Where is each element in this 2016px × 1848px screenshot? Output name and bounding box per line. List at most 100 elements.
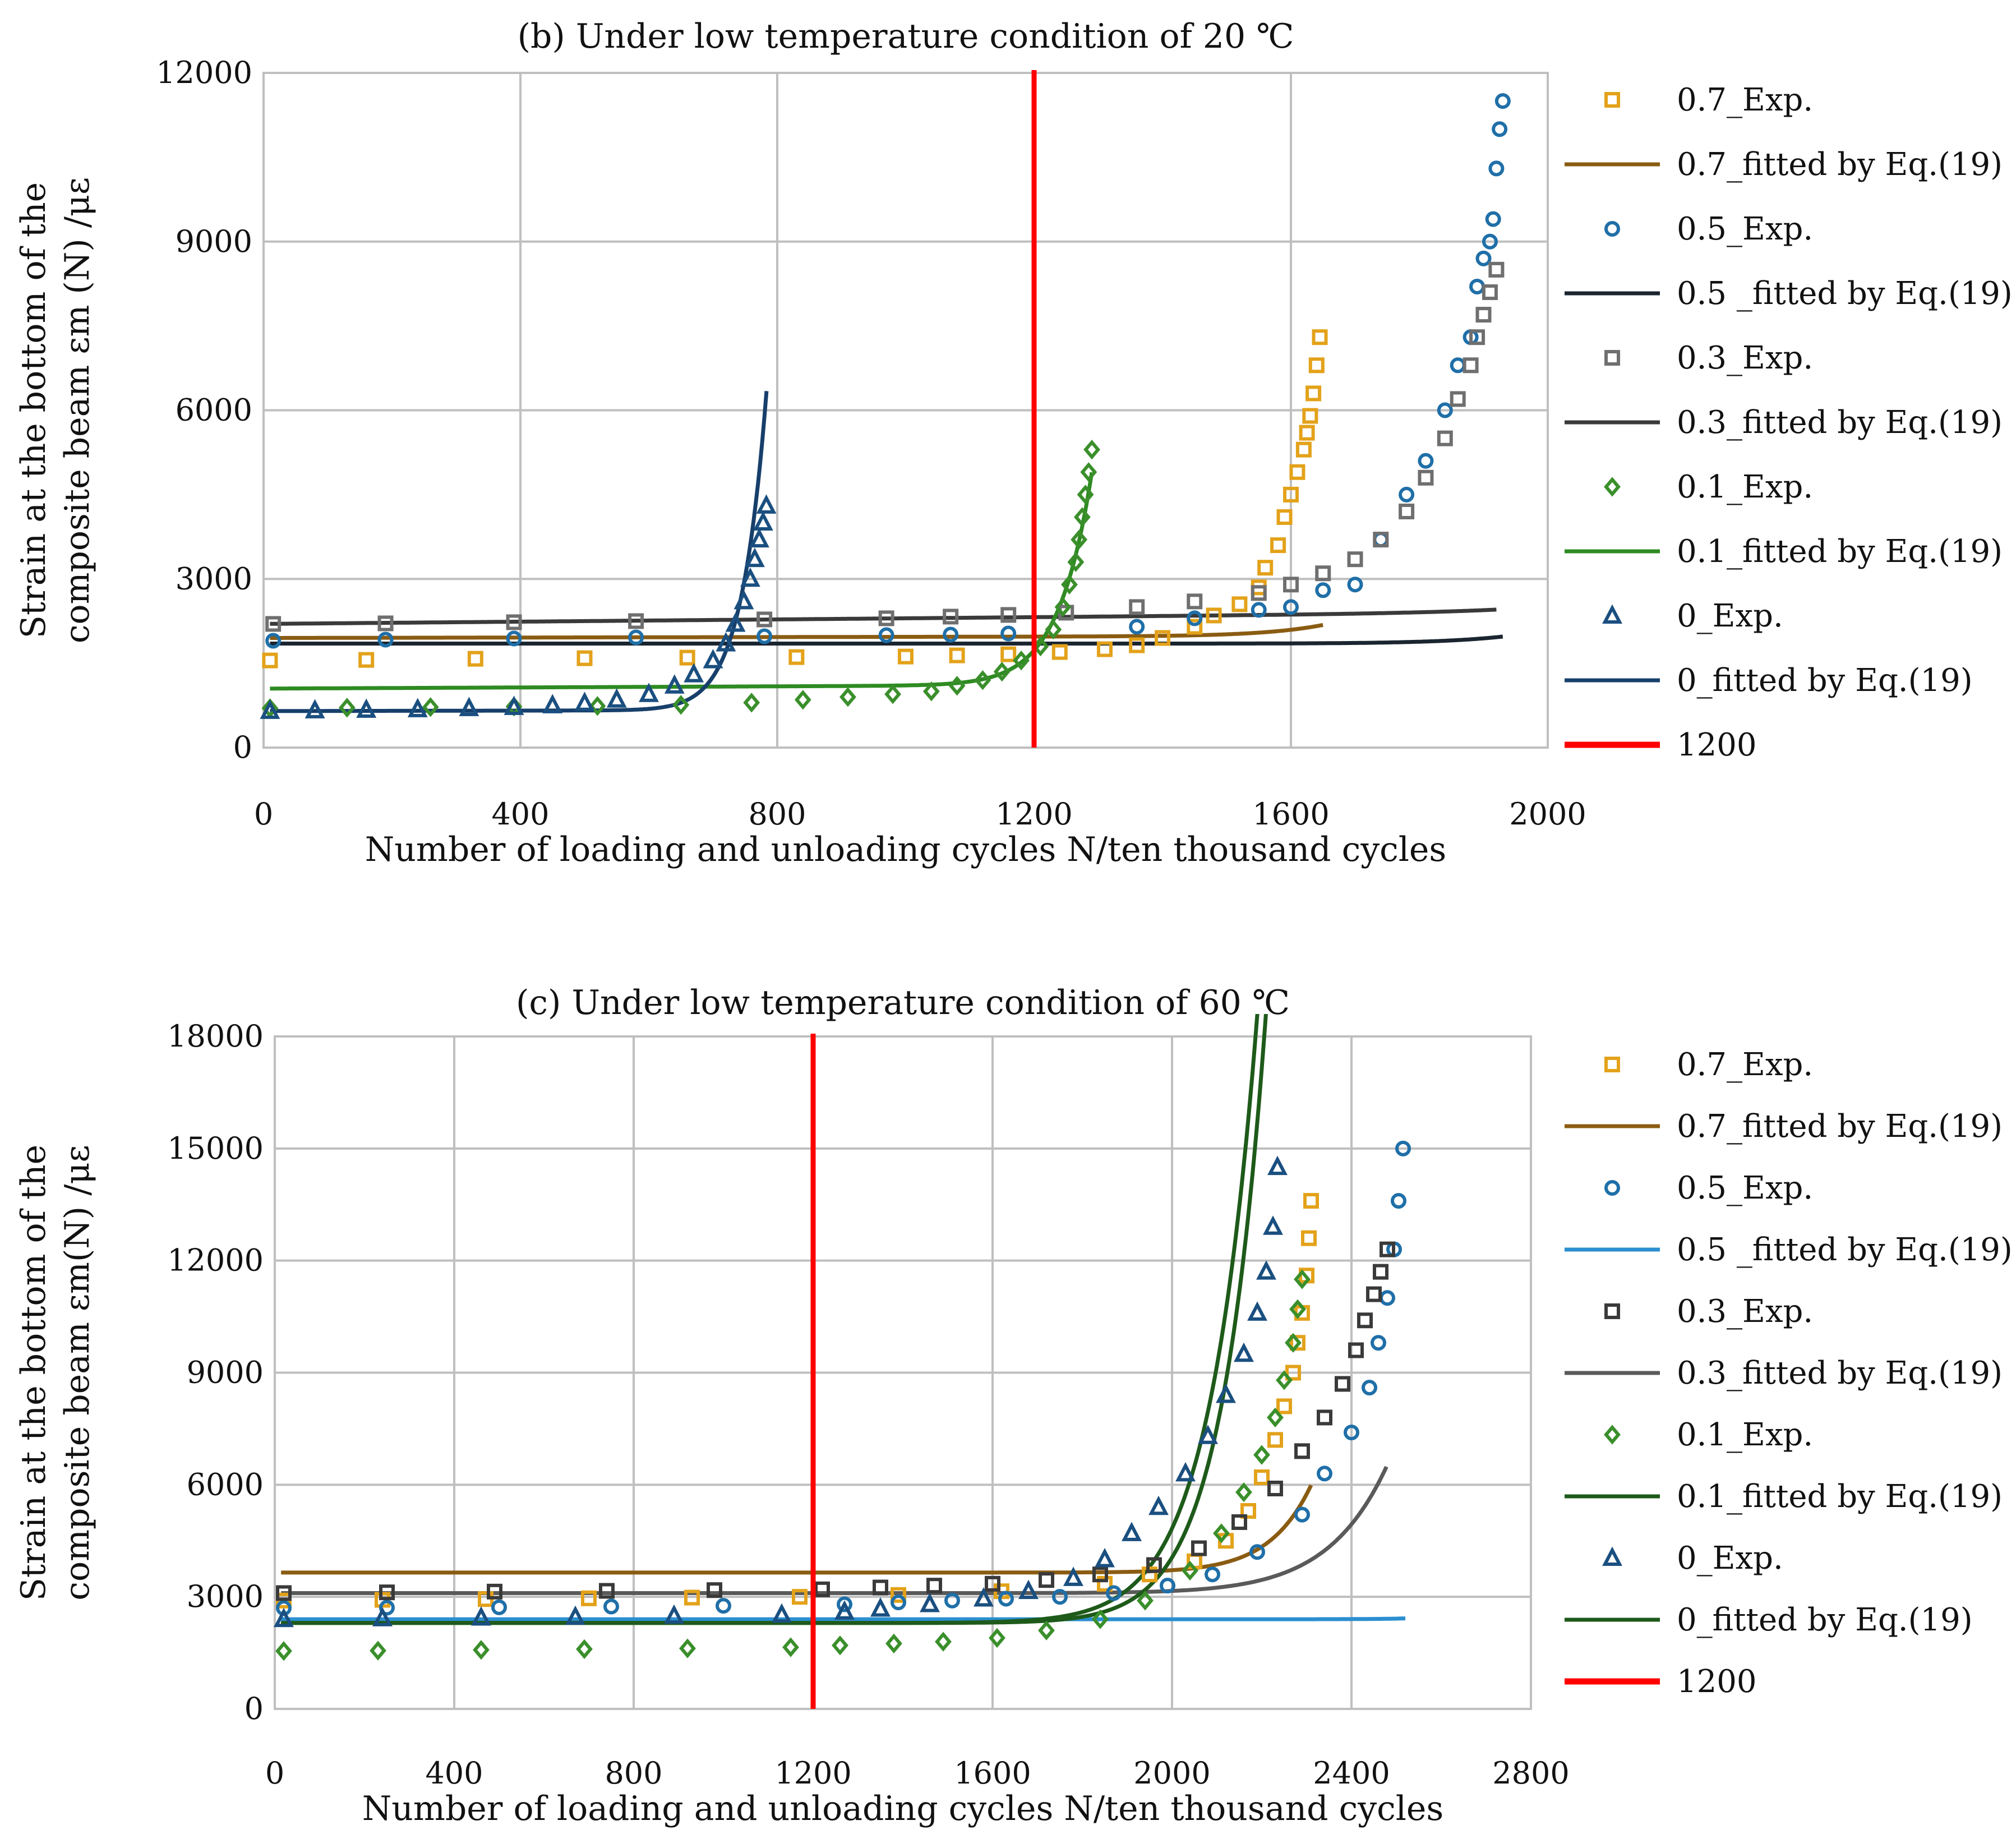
chart-c-legend-item-0-7-fitted-by-eq-19: 0.7_fitted by Eq.(19)	[1565, 1108, 2003, 1145]
chart-c-legend-item-0-3-exp-label: 0.3_Exp.	[1677, 1293, 1813, 1330]
chart-b-series-0-1-exp-point	[1077, 485, 1094, 505]
chart-c-legend-item-0-5-exp-label: 0.5_Exp.	[1677, 1170, 1813, 1206]
chart-c-legend-item-0-7-exp: 0.7_Exp.	[1604, 1047, 1813, 1083]
chart-b-legend-item-0-1-fitted-by-eq-19: 0.1_fitted by Eq.(19)	[1565, 533, 2003, 570]
chart-b-series-0-3-exp-point	[1399, 503, 1415, 519]
chart-b-series-0-1-exp-point	[1054, 597, 1072, 617]
chart-b-x-tick-label: 1600	[1252, 796, 1329, 832]
chart-b-series-0-7-exp-point	[576, 650, 593, 666]
chart-c-series-0-exp-point	[1256, 1260, 1276, 1280]
chart-b-series-0-5-exp-point	[1437, 402, 1453, 418]
chart-c-x-tick-label: 1600	[954, 1755, 1031, 1791]
chart-b-series-0-5-exp-point	[1418, 453, 1434, 469]
chart-c-legend-item-0-5-fitted-by-eq-19-label: 0.5 _fitted by Eq.(19)	[1677, 1232, 2013, 1268]
chart-b-series-0-5-exp-point	[1475, 250, 1492, 266]
chart-c-legend: 0.7_Exp. 0.7_fitted by Eq.(19) 0.5_Exp. 0.5…	[1565, 1047, 2013, 1700]
chart-b-series-0-5-exp-point	[1315, 582, 1331, 598]
chart-c-legend-item-0-5-exp-marker	[1604, 1180, 1620, 1196]
chart-b-series-0-3-exp-point	[1315, 565, 1331, 582]
chart-b-series-0-7-exp-point	[1231, 596, 1248, 612]
chart-b-y-axis-title-line1: Strain at the bottom of the	[14, 182, 53, 638]
chart-b-series-0-5-exp-point	[1492, 121, 1508, 137]
chart-c-series-0-5-exp-point	[1249, 1544, 1265, 1560]
chart-c-series-0-1-exp-point	[1253, 1445, 1270, 1465]
chart-b-series-0-3-exp-point	[1469, 329, 1486, 345]
chart-b-points	[260, 93, 1511, 719]
chart-c-series-0-5-exp-point	[1294, 1506, 1310, 1523]
chart-c-y-tick-label: 18000	[167, 1019, 264, 1054]
chart-b-series-0-7-exp-point	[1257, 560, 1274, 576]
chart-c-legend-item-0-1-exp: 0.1_Exp.	[1604, 1417, 1813, 1453]
chart-c-series-0-3-exp-point	[1039, 1572, 1054, 1588]
chart-b-y-tick-label: 6000	[176, 393, 252, 428]
chart-c-series-0-7-exp-point	[1285, 1365, 1301, 1381]
chart-c-legend-item-0-7-exp-label: 0.7_Exp.	[1677, 1047, 1813, 1083]
chart-b-series-0-5-exp-point	[1494, 93, 1511, 109]
chart-c-series-0-1-exp-point	[1092, 1609, 1109, 1629]
chart-b-series-0-7-exp-point	[467, 651, 483, 667]
chart-b-series-0-3-exp-point	[1450, 391, 1466, 407]
chart-b-series-0-1-exp-point	[1067, 552, 1085, 572]
chart-b-series-0-7-exp-point	[949, 647, 965, 663]
chart-b-series-0-3-exp-point	[1475, 307, 1492, 323]
chart-b-series-0-7-exp-point	[1283, 486, 1299, 503]
chart-c-series-0-3-exp-point	[985, 1575, 1000, 1592]
chart-b-y-tick-label: 9000	[176, 224, 252, 259]
chart-b-series-0-7-exp-point	[1155, 630, 1170, 646]
chart-c-series-0-3-exp-point	[1092, 1566, 1108, 1583]
chart-b-series-0-1-exp-point	[261, 698, 279, 718]
chart-b-series-0-3-exp-point	[1373, 532, 1389, 548]
chart-c-legend-item-0-7-exp-marker	[1604, 1057, 1620, 1072]
chart-c-series-0-5-exp-point	[1106, 1585, 1122, 1601]
chart-c-y-tick-label: 3000	[187, 1579, 264, 1614]
chart-b-legend-item-0-3-exp: 0.3_Exp.	[1604, 340, 1813, 376]
chart-c-series-0-7-exp-point	[1254, 1469, 1270, 1486]
chart-c-series-0-1-exp-point	[576, 1639, 593, 1660]
chart-c-x-tick-label: 2000	[1133, 1755, 1210, 1791]
chart-b-series-0-7-exp-point	[679, 649, 695, 666]
chart-c-series-0-7-fitted-by-eq-19-line	[281, 1484, 1313, 1575]
chart-c-x-tick-label: 400	[425, 1755, 483, 1791]
chart-b-series-0-exp-point	[740, 567, 760, 587]
chart-b-series-0-7-exp-point	[1308, 357, 1325, 374]
chart-b-series-0-3-exp-point	[1000, 607, 1017, 623]
chart-b-legend-item-0-3-exp-marker	[1604, 350, 1620, 366]
chart-c-series-0-5-exp-point	[998, 1591, 1014, 1607]
chart-b-x-tick-label: 800	[748, 796, 806, 832]
chart-c-series-0-5-exp-point	[1205, 1566, 1220, 1583]
chart-b-series-0-7-exp-point	[1305, 385, 1322, 402]
chart-b-series-0-1-exp-point	[974, 670, 991, 690]
chart-b-series-0-5-exp-point	[265, 633, 282, 649]
chart-c-series-0-exp-point	[372, 1607, 393, 1626]
chart-c-series-0-1-exp-point	[782, 1637, 799, 1657]
chart-c-series-0-3-exp-point	[1146, 1557, 1162, 1573]
chart-b-series-0-3-exp-point	[1129, 599, 1145, 615]
chart-c-series-0-1-exp-point	[473, 1640, 490, 1660]
chart-c-series-0-5-exp-point	[491, 1599, 507, 1615]
chart-b-legend-item-0-5-fitted-by-eq-19-label: 0.5 _fitted by Eq.(19)	[1677, 275, 2013, 312]
chart-c-points	[274, 1140, 1411, 1661]
chart-b-series-0-5-exp-point	[377, 632, 394, 648]
chart-b-series-0-1-exp-point	[948, 676, 966, 696]
chart-b-series-0-7-exp-point	[1299, 425, 1315, 441]
chart-b-series-0-exp-point	[260, 699, 280, 719]
chart-c-y-tick-label: 0	[244, 1691, 264, 1726]
chart-b-series-0-exp-point	[504, 695, 524, 715]
chart-b-series-0-3-exp-point	[1488, 261, 1505, 278]
chart-c-series-0-5-exp-point	[1344, 1425, 1359, 1441]
chart-b-y-tick-label: 3000	[176, 561, 252, 596]
chart-b-series-0-7-exp-point	[1187, 619, 1203, 635]
chart-b-series-0-1-exp-point	[1080, 462, 1097, 482]
chart-b-series-0-7-fitted-by-eq-19-line	[270, 623, 1323, 640]
chart-b-series-0-3-exp-point	[1347, 551, 1363, 568]
chart-b-series-0-5-fitted-by-eq-19-line	[270, 634, 1503, 646]
chart-b-legend-item-0-5-exp: 0.5_Exp.	[1604, 211, 1813, 247]
chart-c-series-0-1-exp	[275, 1269, 1311, 1661]
chart-b: 0 400 800 1200 1600 2000 0 3000 6000 9000 12000 (b)…	[14, 17, 2013, 869]
chart-c-x-tick-label: 0	[265, 1755, 284, 1791]
chart-c-series-0-exp-point	[1063, 1566, 1083, 1586]
chart-b-series-0-5-exp-point	[1482, 233, 1498, 250]
chart-b-series-0-5-exp-point	[943, 626, 959, 643]
chart-c-series-0-3-exp-point	[276, 1585, 292, 1601]
